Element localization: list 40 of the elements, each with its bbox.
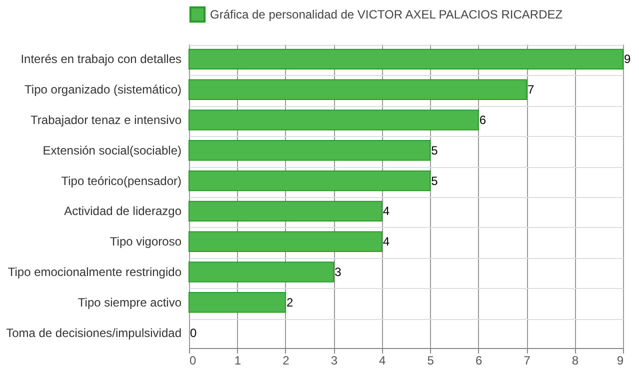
x-tick-label: 7	[524, 354, 531, 368]
x-tick-label: 4	[379, 354, 386, 368]
data-label: 9	[624, 52, 631, 66]
x-tick-label: 3	[330, 354, 338, 368]
y-tick-label: Tipo teórico(pensador)	[61, 174, 182, 188]
data-label: 0	[190, 326, 197, 340]
data-label: 5	[431, 174, 438, 188]
bar	[188, 140, 431, 161]
legend-label: Gráfica de personalidad de VICTOR AXEL PALACIOS RICARDEZ	[210, 8, 563, 22]
data-label: 6	[479, 113, 486, 127]
data-label: 5	[431, 143, 438, 158]
x-tick-label: 6	[475, 354, 482, 368]
y-tick-label: Trabajador tenaz e intensivo	[30, 113, 182, 127]
y-tick-label: Interés en trabajo con detalles	[20, 52, 182, 66]
x-tick-label: 2	[282, 354, 290, 368]
x-tick-label: 8	[572, 354, 579, 368]
bar	[188, 262, 334, 282]
y-tick-label: Actividad de liderazgo	[64, 204, 182, 218]
bar	[188, 200, 382, 222]
bar	[188, 110, 479, 130]
x-tick-label: 1	[234, 354, 242, 368]
x-tick-label: 0	[190, 354, 196, 368]
data-label: 7	[528, 82, 535, 97]
bar	[188, 170, 431, 192]
y-tick-label: Extensión social(sociable)	[42, 143, 182, 158]
y-tick-label: Toma de decisiones/impulsividad	[6, 326, 182, 340]
data-label: 4	[382, 234, 390, 249]
bar	[188, 48, 624, 70]
data-label: 4	[382, 204, 390, 218]
x-tick-label: 5	[427, 354, 434, 368]
y-tick-label: Tipo vigoroso	[110, 234, 182, 249]
bar	[188, 79, 528, 100]
bar	[188, 292, 286, 313]
x-tick-label: 9	[616, 354, 624, 368]
y-tick-label: Tipo emocionalmente restringido	[8, 265, 182, 279]
y-tick-label: Tipo siempre activo	[78, 295, 182, 310]
data-label: 2	[286, 295, 294, 310]
data-label: 3	[334, 265, 342, 279]
bar	[188, 231, 382, 252]
y-tick-label: Tipo organizado (sistemático)	[24, 82, 182, 97]
